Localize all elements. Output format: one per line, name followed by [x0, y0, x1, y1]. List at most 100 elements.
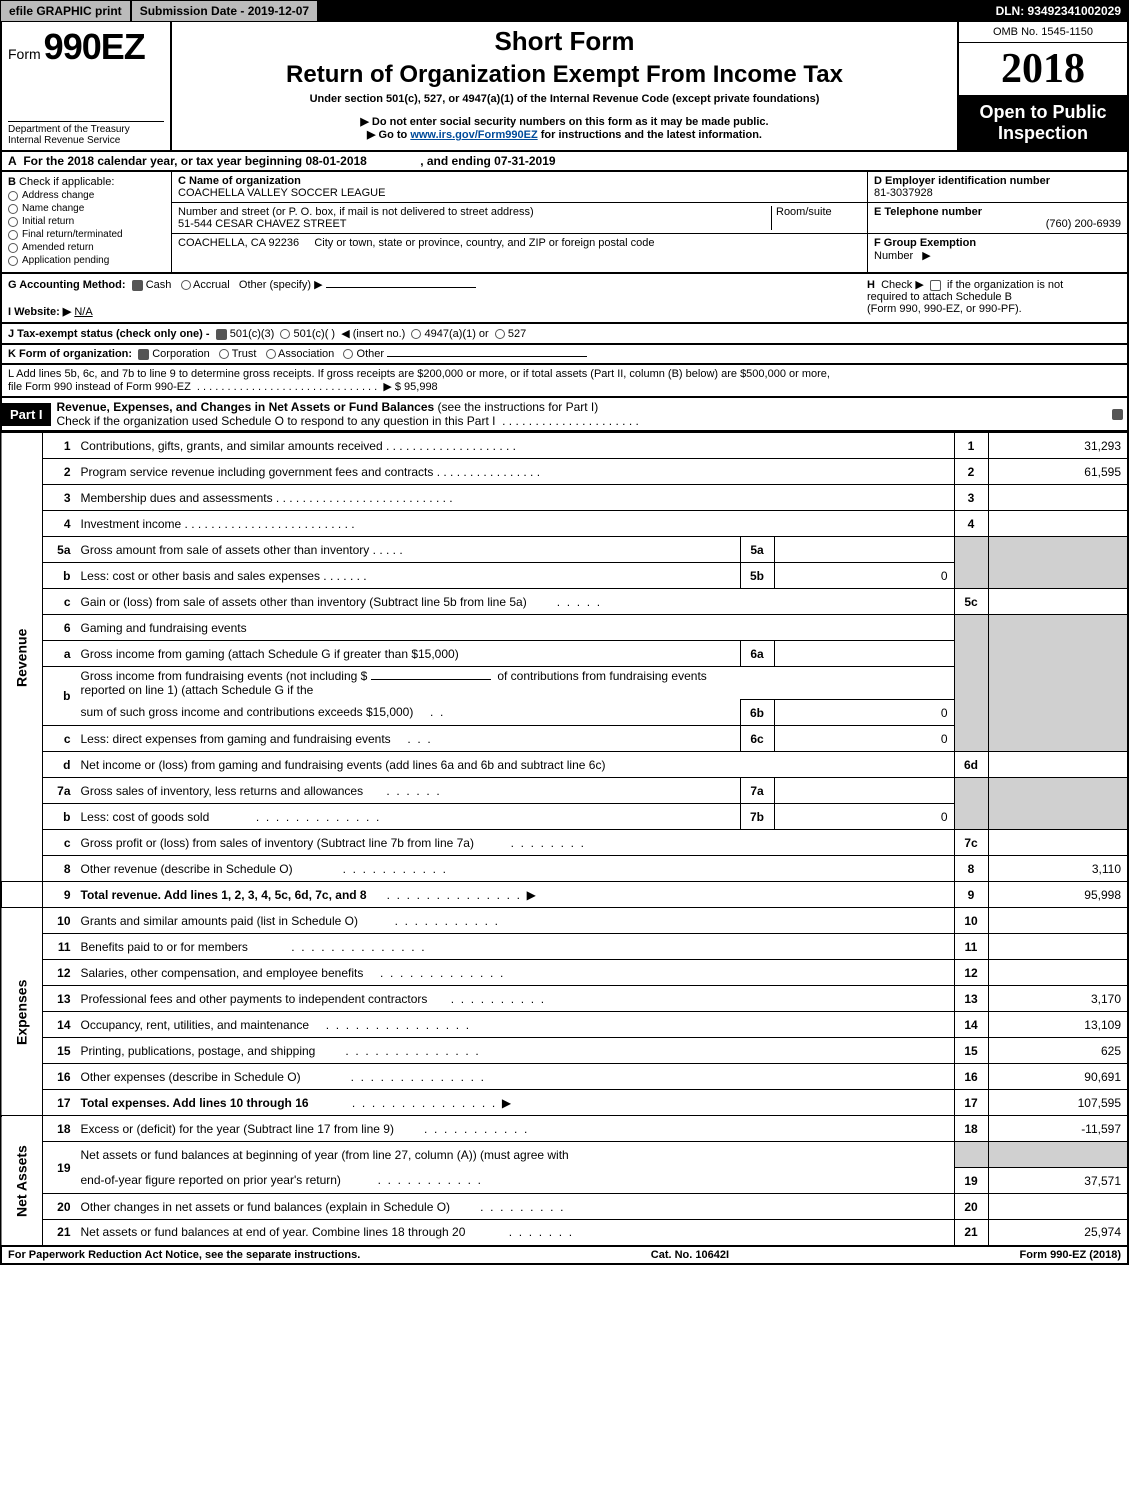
g-label: G Accounting Method:	[8, 279, 126, 291]
line-5c: c Gain or (loss) from sale of assets oth…	[1, 589, 1128, 615]
omb-number: OMB No. 1545-1150	[959, 22, 1127, 43]
check-4947[interactable]	[411, 329, 421, 339]
footer-left: For Paperwork Reduction Act Notice, see …	[8, 1249, 360, 1261]
check-501c[interactable]	[280, 329, 290, 339]
line-3: 3 Membership dues and assessments . . . …	[1, 485, 1128, 511]
check-final-return[interactable]: Final return/terminated	[8, 229, 165, 240]
l6b-desc1: Gross income from fundraising events (no…	[81, 669, 368, 683]
k-label: K Form of organization:	[8, 348, 132, 360]
l7b-desc: Less: cost of goods sold	[81, 810, 210, 824]
h-block: H Check ▶ if the organization is not req…	[861, 278, 1121, 318]
check-501c3[interactable]	[216, 329, 227, 340]
l7a-mv	[774, 778, 954, 804]
l-text1: L Add lines 5b, 6c, and 7b to line 9 to …	[8, 368, 830, 380]
l16-r: 16	[954, 1064, 988, 1090]
check-initial-return[interactable]: Initial return	[8, 216, 165, 227]
l1-no: 1	[43, 433, 77, 459]
otp-line2: Inspection	[959, 123, 1127, 144]
line-1: Revenue 1 Contributions, gifts, grants, …	[1, 433, 1128, 459]
part1-checkbox[interactable]	[1107, 407, 1127, 421]
l5a-m: 5a	[740, 537, 774, 563]
l1-r: 1	[954, 433, 988, 459]
l13-val: 3,170	[988, 986, 1128, 1012]
check-schedule-b[interactable]	[930, 280, 941, 291]
dept-label: Department of the Treasury	[8, 124, 164, 135]
irs-link[interactable]: www.irs.gov/Form990EZ	[410, 129, 537, 141]
check-amended-return[interactable]: Amended return	[8, 242, 165, 253]
check-address-change[interactable]: Address change	[8, 190, 165, 201]
l20-desc: Other changes in net assets or fund bala…	[81, 1200, 451, 1214]
l6-no: 6	[43, 615, 77, 641]
line-18: Net Assets 18 Excess or (deficit) for th…	[1, 1116, 1128, 1142]
irs-label: Internal Revenue Service	[8, 135, 164, 146]
line-17: 17 Total expenses. Add lines 10 through …	[1, 1090, 1128, 1116]
l19-desc1: Net assets or fund balances at beginning…	[81, 1148, 569, 1162]
check-other-org[interactable]	[343, 349, 353, 359]
l5b-mv: 0	[774, 563, 954, 589]
group-exemption-cell: F Group Exemption Number ▶	[868, 234, 1127, 272]
l10-desc: Grants and similar amounts paid (list in…	[81, 914, 358, 928]
f-arrow: ▶	[922, 250, 930, 262]
line-20: 20 Other changes in net assets or fund b…	[1, 1194, 1128, 1220]
org-name-row: C Name of organization COACHELLA VALLEY …	[172, 172, 867, 203]
l5b-no: b	[43, 563, 77, 589]
l7a-no: 7a	[43, 778, 77, 804]
l14-val: 13,109	[988, 1012, 1128, 1038]
header-right: OMB No. 1545-1150 2018 Open to Public In…	[957, 22, 1127, 150]
form-prefix: Form	[8, 46, 41, 62]
l18-val: -11,597	[988, 1116, 1128, 1142]
l20-val	[988, 1194, 1128, 1220]
room-label: Room/suite	[776, 206, 861, 218]
check-corp[interactable]	[138, 349, 149, 360]
check-trust[interactable]	[219, 349, 229, 359]
h-label: H	[867, 279, 875, 291]
l7b-m: 7b	[740, 804, 774, 830]
line-4: 4 Investment income . . . . . . . . . . …	[1, 511, 1128, 537]
l15-r: 15	[954, 1038, 988, 1064]
check-accrual[interactable]	[181, 280, 191, 290]
l3-val	[988, 485, 1128, 511]
l6c-mv: 0	[774, 726, 954, 752]
opt-trust: Trust	[232, 348, 257, 360]
check-application-pending[interactable]: Application pending	[8, 255, 165, 266]
l17-no: 17	[43, 1090, 77, 1116]
phone-cell: E Telephone number (760) 200-6939	[868, 203, 1127, 234]
l21-r: 21	[954, 1220, 988, 1246]
short-form-title: Short Form	[178, 26, 951, 57]
l21-val: 25,974	[988, 1220, 1128, 1246]
h-check-text: Check ▶	[881, 279, 924, 291]
check-cash[interactable]	[132, 280, 143, 291]
goto-prefix: ▶ Go to	[367, 129, 410, 141]
line-19a: 19 Net assets or fund balances at beginn…	[1, 1142, 1128, 1168]
city-row: COACHELLA, CA 92236 City or town, state …	[172, 234, 867, 252]
open-to-public: Open to Public Inspection	[959, 96, 1127, 150]
l3-no: 3	[43, 485, 77, 511]
l3-r: 3	[954, 485, 988, 511]
b-label: B	[8, 176, 16, 188]
opt-4947: 4947(a)(1) or	[425, 328, 489, 340]
l11-val	[988, 934, 1128, 960]
l4-desc: Investment income	[81, 517, 182, 531]
page-footer: For Paperwork Reduction Act Notice, see …	[0, 1247, 1129, 1265]
l5a-no: 5a	[43, 537, 77, 563]
j-label: J Tax-exempt status (check only one) -	[8, 328, 210, 340]
i-label: I Website: ▶	[8, 306, 71, 318]
l19-desc2: end-of-year figure reported on prior yea…	[81, 1173, 341, 1187]
line-13: 13 Professional fees and other payments …	[1, 986, 1128, 1012]
opt-527: 527	[508, 328, 526, 340]
efile-print-button[interactable]: efile GRAPHIC print	[0, 0, 131, 22]
cash-label: Cash	[146, 279, 172, 291]
check-527[interactable]	[495, 329, 505, 339]
opt-501c: 501(c)( )	[294, 328, 336, 340]
check-name-change[interactable]: Name change	[8, 203, 165, 214]
check-assoc[interactable]	[266, 349, 276, 359]
accrual-label: Accrual	[193, 279, 230, 291]
l5b-desc: Less: cost or other basis and sales expe…	[81, 569, 320, 583]
part1-check-text: Check if the organization used Schedule …	[57, 414, 496, 428]
l2-desc: Program service revenue including govern…	[81, 465, 434, 479]
block-b-left: B Check if applicable: Address change Na…	[2, 172, 172, 272]
top-bar: efile GRAPHIC print Submission Date - 20…	[0, 0, 1129, 22]
l12-no: 12	[43, 960, 77, 986]
check-application-pending-label: Application pending	[22, 255, 109, 266]
l17-desc: Total expenses. Add lines 10 through 16	[81, 1096, 309, 1110]
